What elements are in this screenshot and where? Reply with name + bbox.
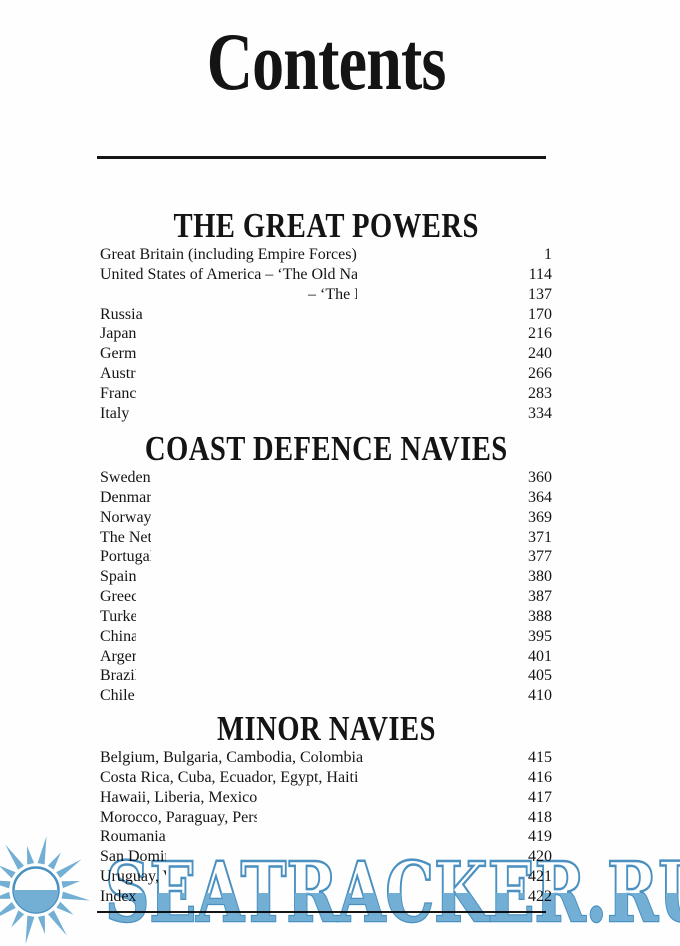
toc-row: Norway 369 — [100, 507, 552, 946]
toc-rows: Belgium, Bulgaria, Cambodia, Colombia 415… — [100, 748, 552, 946]
toc-rows: Great Britain (including Empire Forces) 1… — [100, 245, 552, 946]
divider-rule-bottom — [97, 911, 546, 913]
toc-row: Hawaii, Liberia, Mexico 417 — [100, 787, 552, 946]
toc-row: Belgium, Bulgaria, Cambodia, Colombia 415 — [100, 748, 552, 946]
toc-row: Italy 334 — [100, 403, 552, 946]
toc-row: China 395 — [100, 626, 552, 946]
divider-rule-top — [97, 156, 546, 159]
toc-row-label: Index — [100, 887, 137, 905]
toc-row-label: Roumania — [100, 828, 166, 846]
toc-row-label: Greece — [100, 588, 146, 606]
sun-icon — [0, 836, 90, 944]
toc-section: COAST DEFENCE NAVIES Sweden 360 Denmark 364 N… — [100, 431, 552, 946]
toc-row-label: Russia — [100, 305, 143, 323]
toc-row-label: Spain — [100, 568, 137, 586]
toc-row-page: 422 — [136, 886, 552, 946]
toc-row: Turkey 388 — [100, 606, 552, 946]
toc-row-label: Norway — [100, 508, 152, 526]
toc-row: Russia 170 — [100, 304, 552, 946]
section-heading: MINOR NAVIES — [100, 711, 552, 746]
toc-row-label: France — [100, 384, 144, 402]
toc-row: Great Britain (including Empire Forces) 1 — [100, 245, 552, 946]
toc-row-label: China — [100, 627, 139, 645]
toc-row-label: Denmark — [100, 488, 160, 506]
toc-row: Index 422 — [100, 886, 552, 946]
toc-row: Argentina 401 — [100, 646, 552, 946]
toc-row: Spain 380 — [100, 567, 552, 946]
toc-row: Portugal 377 — [100, 547, 552, 946]
section-heading: COAST DEFENCE NAVIES — [100, 431, 552, 466]
page-title-text: Contents — [206, 16, 447, 107]
toc-row: Germany 240 — [100, 344, 552, 946]
toc-row: France 283 — [100, 383, 552, 946]
toc-row: Foreword — [100, 167, 552, 946]
toc-row: Roumania 419 — [100, 827, 552, 946]
section-heading-text: MINOR NAVIES — [216, 709, 436, 748]
toc-row-label: Costa Rica, Cuba, Ecuador, Egypt, Haiti — [100, 768, 359, 786]
toc-row: Sweden 360 — [100, 468, 552, 946]
toc-row: Greece 387 — [100, 587, 552, 946]
toc-section: MINOR NAVIES Belgium, Bulgaria, Cambodia,… — [100, 711, 552, 946]
toc-row: United States of America – ‘The Old Navy… — [100, 264, 552, 946]
page-title: Contents — [100, 21, 552, 103]
toc-row-label: Brazil — [100, 667, 140, 685]
toc-row: Morocco, Paraguay, Persia, Peru 418 — [100, 807, 552, 946]
toc-row-label: Belgium, Bulgaria, Cambodia, Colombia — [100, 749, 364, 766]
front-matter: ForewordAbbreviations — [100, 167, 552, 946]
toc-row-label: Japan — [100, 325, 137, 343]
sun-rays — [0, 836, 90, 944]
toc-row-label: Chile — [100, 687, 135, 705]
toc-row-label: Great Britain (including Empire Forces) — [100, 246, 357, 263]
section-heading-text: THE GREAT POWERS — [173, 206, 479, 245]
toc-row-label: Italy — [100, 404, 130, 422]
toc-row: Costa Rica, Cuba, Ecuador, Egypt, Haiti 4… — [100, 767, 552, 946]
section-heading: THE GREAT POWERS — [100, 208, 552, 243]
toc-row: Brazil 405 — [100, 666, 552, 946]
section-heading-text: COAST DEFENCE NAVIES — [144, 429, 508, 468]
toc-row-label: Hawaii, Liberia, Mexico — [100, 788, 258, 806]
toc-row-label: Turkey — [100, 607, 146, 625]
toc-row-label: Portugal — [100, 548, 155, 566]
toc-row: Japan 216 — [100, 324, 552, 946]
toc-section: THE GREAT POWERS Great Britain (including… — [100, 208, 552, 946]
toc-row: Chile 410 — [100, 686, 552, 946]
toc-row: Denmark 364 — [100, 487, 552, 946]
toc-row-label: Sweden — [100, 469, 151, 486]
toc-row-label: Morocco, Paraguay, Persia, Peru — [100, 808, 309, 826]
